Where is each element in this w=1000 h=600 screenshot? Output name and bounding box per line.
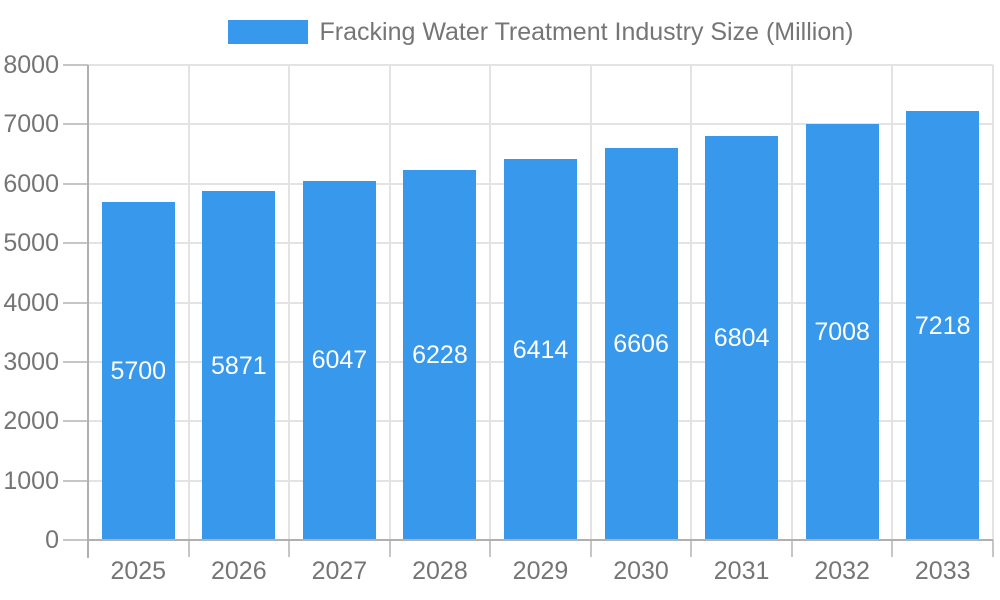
y-gridline <box>88 64 993 66</box>
y-tick <box>63 182 88 185</box>
y-tick-label: 3000 <box>3 347 59 376</box>
bar-2027[interactable] <box>302 180 376 540</box>
x-tick-label: 2031 <box>713 557 770 585</box>
x-tick-label: 2027 <box>311 557 368 585</box>
y-tick-label: 2000 <box>3 407 59 436</box>
legend[interactable]: Fracking Water Treatment Industry Size (… <box>88 17 993 47</box>
y-tick <box>63 242 88 245</box>
bar-2026[interactable] <box>202 191 276 540</box>
x-tick <box>288 540 291 557</box>
y-axis-line <box>87 65 89 558</box>
x-tick-label: 2026 <box>211 557 267 585</box>
x-tick <box>992 540 994 557</box>
y-tick <box>63 479 88 482</box>
bar-value-label: 6804 <box>713 324 770 352</box>
x-tick <box>891 540 894 557</box>
y-tick <box>63 360 88 363</box>
x-tick-label: 2032 <box>814 557 870 585</box>
bar-2031[interactable] <box>705 136 779 540</box>
y-tick <box>63 64 88 66</box>
x-gridline <box>288 65 291 540</box>
y-tick-label: 4000 <box>3 288 59 317</box>
bar-2028[interactable] <box>403 170 477 540</box>
bar-value-label: 5871 <box>211 351 267 380</box>
bar-value-label: 7218 <box>914 311 971 340</box>
bar-value-label: 7008 <box>814 317 870 346</box>
x-gridline <box>589 65 592 540</box>
bar-value-label: 6606 <box>613 329 669 358</box>
x-gridline <box>790 65 793 540</box>
x-tick <box>489 540 492 557</box>
x-gridline <box>388 65 391 540</box>
bar-2025[interactable] <box>101 201 175 540</box>
y-tick <box>63 539 88 541</box>
y-tick <box>63 123 88 126</box>
legend-label: Fracking Water Treatment Industry Size (… <box>319 18 854 46</box>
x-tick-label: 2028 <box>412 557 468 585</box>
x-tick-label: 2029 <box>512 557 569 585</box>
y-tick-label: 1000 <box>3 466 59 495</box>
x-tick <box>589 540 592 557</box>
x-gridline <box>187 65 190 540</box>
x-tick-label: 2030 <box>613 557 669 585</box>
bar-2033[interactable] <box>906 111 980 540</box>
bar-value-label: 6228 <box>412 341 468 370</box>
bar-2032[interactable] <box>805 123 879 540</box>
x-tick <box>388 540 391 557</box>
bar-2030[interactable] <box>604 147 678 540</box>
x-tick <box>690 540 693 557</box>
y-tick-label: 6000 <box>3 169 59 198</box>
x-gridline <box>992 65 994 540</box>
bar-value-label: 6047 <box>311 346 368 375</box>
y-tick <box>63 301 88 304</box>
legend-swatch <box>227 20 308 44</box>
x-tick <box>790 540 793 557</box>
y-gridline <box>88 123 993 126</box>
y-tick-label: 8000 <box>3 51 59 79</box>
bar-value-label: 6414 <box>512 335 569 364</box>
y-tick-label: 7000 <box>3 110 59 139</box>
x-tick-label: 2025 <box>110 557 167 585</box>
x-tick-label: 2033 <box>914 557 971 585</box>
x-axis-line <box>88 539 993 541</box>
bar-2029[interactable] <box>504 159 577 540</box>
y-tick-label: 0 <box>45 526 59 554</box>
x-gridline <box>690 65 693 540</box>
x-tick <box>187 540 190 557</box>
x-gridline <box>489 65 492 540</box>
bar-value-label: 5700 <box>110 356 167 385</box>
y-tick-label: 5000 <box>3 229 59 258</box>
x-gridline <box>891 65 894 540</box>
y-tick <box>63 420 88 423</box>
